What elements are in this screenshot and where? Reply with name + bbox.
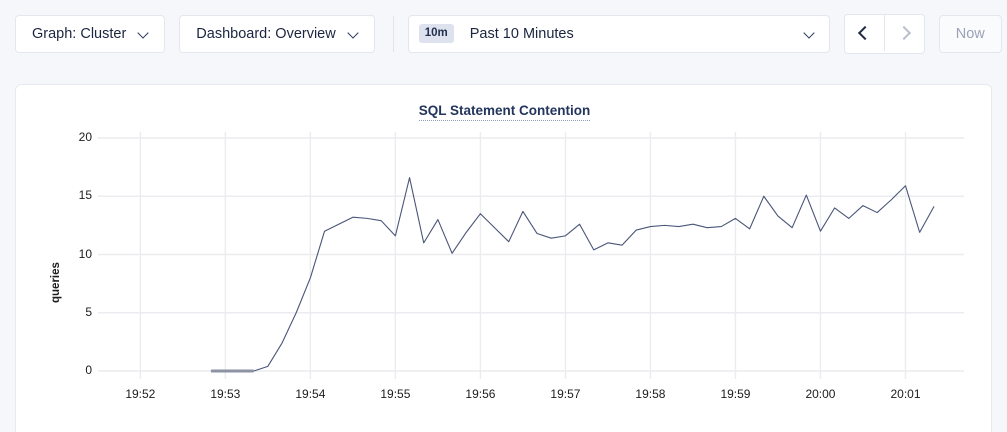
x-axis-tick: 19:52	[125, 387, 156, 401]
chevron-left-icon	[858, 27, 870, 39]
chart-plot-area: queries 0 5 10 15 20 19:52 19:53 19:54 19:55 19:…	[16, 85, 991, 432]
y-axis-tick: 15	[78, 188, 92, 203]
now-button-label: Now	[955, 25, 985, 42]
x-axis-tick: 19:57	[550, 387, 581, 401]
x-axis-tick: 19:59	[720, 387, 751, 401]
time-range-selector[interactable]: 10m Past 10 Minutes	[407, 14, 830, 53]
now-button[interactable]: Now	[938, 14, 1002, 53]
chevron-down-icon	[348, 27, 361, 40]
chevron-right-icon	[898, 27, 910, 39]
x-axis-tick: 19:55	[380, 387, 411, 401]
y-axis-tick: 20	[78, 130, 92, 144]
next-period-button[interactable]	[883, 14, 924, 51]
time-range-badge: 10m	[418, 23, 454, 44]
x-axis-tick: 20:00	[805, 387, 836, 401]
y-axis-tick: 0	[85, 363, 92, 377]
toolbar: Graph: Cluster Dashboard: Overview 10m P…	[0, 0, 1007, 67]
chevron-down-icon	[138, 27, 151, 40]
y-axis-tick: 10	[78, 246, 92, 261]
x-axis-tick: 19:53	[210, 387, 241, 401]
x-axis-tick: 19:54	[295, 387, 326, 401]
y-axis-label: queries	[50, 262, 62, 303]
graph-selector-label: Graph: Cluster	[32, 25, 127, 42]
chevron-down-icon	[804, 27, 817, 40]
graph-selector[interactable]: Graph: Cluster	[15, 14, 166, 53]
dashboard-selector-label: Dashboard: Overview	[196, 25, 336, 42]
chart-svg	[98, 132, 964, 379]
chart-title: SQL Statement Contention	[16, 103, 991, 121]
x-axis-tick: 19:58	[635, 387, 666, 401]
x-axis-tick: 20:01	[890, 387, 921, 401]
chart-card: SQL Statement Contention queries 0 5 10 15 2…	[15, 84, 992, 432]
x-axis-tick: 19:56	[465, 387, 496, 401]
toolbar-divider	[392, 15, 394, 52]
previous-period-button[interactable]	[844, 14, 884, 51]
time-nav-group	[843, 13, 925, 54]
time-range-label: Past 10 Minutes	[469, 25, 574, 42]
dashboard-selector[interactable]: Dashboard: Overview	[179, 14, 375, 53]
chart-title-text: SQL Statement Contention	[418, 103, 591, 121]
y-axis-tick: 5	[85, 304, 92, 319]
